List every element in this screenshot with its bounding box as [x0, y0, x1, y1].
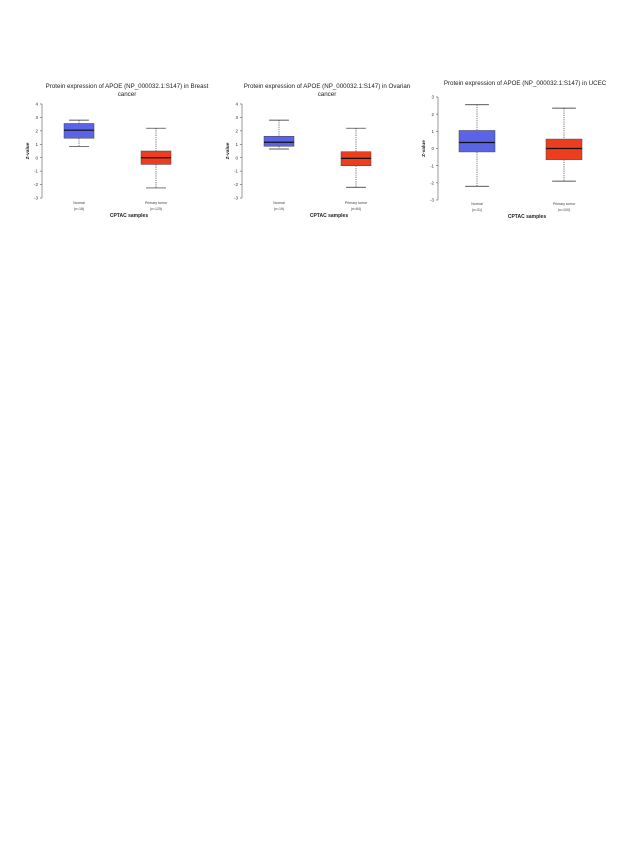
category-count-label: (n=100) — [558, 208, 571, 212]
y-tick-label: 3 — [235, 115, 238, 120]
y-tick-label: 0 — [235, 155, 238, 160]
x-axis-label: CPTAC samples — [310, 213, 348, 219]
chart-title-line: Protein expression of APOE (NP_000032.1:… — [444, 80, 607, 87]
y-tick-label: -3 — [34, 196, 38, 201]
y-tick-label: 3 — [431, 95, 434, 100]
y-tick-label: -3 — [234, 196, 238, 201]
y-axis-label: Z-value — [25, 142, 31, 159]
y-tick-label: 2 — [431, 112, 434, 117]
y-tick-label: -2 — [430, 180, 434, 185]
boxplot-breast: Protein expression of APOE (NP_000032.1:… — [25, 83, 209, 219]
x-axis-label: CPTAC samples — [508, 214, 546, 220]
category-label: Primary tumor — [345, 201, 368, 205]
y-tick-label: 0 — [431, 146, 434, 151]
category-count-label: (n=84) — [351, 207, 362, 211]
y-tick-label: 1 — [431, 129, 434, 134]
y-axis-label: Z-value — [225, 142, 231, 159]
iqr-box — [545, 138, 583, 160]
category-label: Normal — [273, 201, 285, 205]
y-tick-label: -3 — [430, 198, 434, 203]
category-count-label: (n=18) — [74, 207, 85, 211]
category-label: Normal — [471, 202, 483, 206]
chart-panel-breast: Protein expression of APOE (NP_000032.1:… — [22, 80, 218, 220]
category-label: Primary tumor — [553, 202, 576, 206]
y-tick-label: 1 — [235, 142, 238, 147]
category-count-label: (n=31) — [472, 208, 483, 212]
category-label: Normal — [73, 201, 85, 205]
y-axis-label: Z-value — [421, 140, 427, 157]
chart-panel-ovarian: Protein expression of APOE (NP_000032.1:… — [222, 80, 418, 220]
y-tick-label: -1 — [430, 163, 434, 168]
y-tick-label: -2 — [234, 182, 238, 187]
boxplot-ovarian: Protein expression of APOE (NP_000032.1:… — [225, 83, 411, 219]
category-count-label: (n=125) — [150, 207, 163, 211]
chart-title-line: cancer — [118, 91, 137, 98]
boxplot-ucec: Protein expression of APOE (NP_000032.1:… — [421, 80, 607, 220]
y-tick-label: 0 — [35, 155, 38, 160]
y-tick-label: 2 — [35, 128, 38, 133]
y-tick-label: -1 — [234, 169, 238, 174]
iqr-box — [63, 123, 95, 139]
category-label: Primary tumor — [145, 201, 168, 205]
x-axis-label: CPTAC samples — [110, 213, 148, 219]
y-tick-label: 4 — [235, 102, 238, 107]
iqr-box — [263, 135, 295, 147]
y-tick-label: 2 — [235, 128, 238, 133]
y-tick-label: 3 — [35, 115, 38, 120]
y-tick-label: 4 — [35, 102, 38, 107]
y-tick-label: 1 — [35, 142, 38, 147]
chart-title-line: Protein expression of APOE (NP_000032.1:… — [244, 83, 411, 90]
category-count-label: (n=19) — [274, 207, 285, 211]
y-tick-label: -2 — [34, 182, 38, 187]
chart-title-line: cancer — [318, 91, 337, 98]
y-tick-label: -1 — [34, 169, 38, 174]
iqr-box — [458, 130, 496, 153]
chart-panel-ucec: Protein expression of APOE (NP_000032.1:… — [418, 76, 618, 222]
chart-title-line: Protein expression of APOE (NP_000032.1:… — [46, 83, 209, 90]
